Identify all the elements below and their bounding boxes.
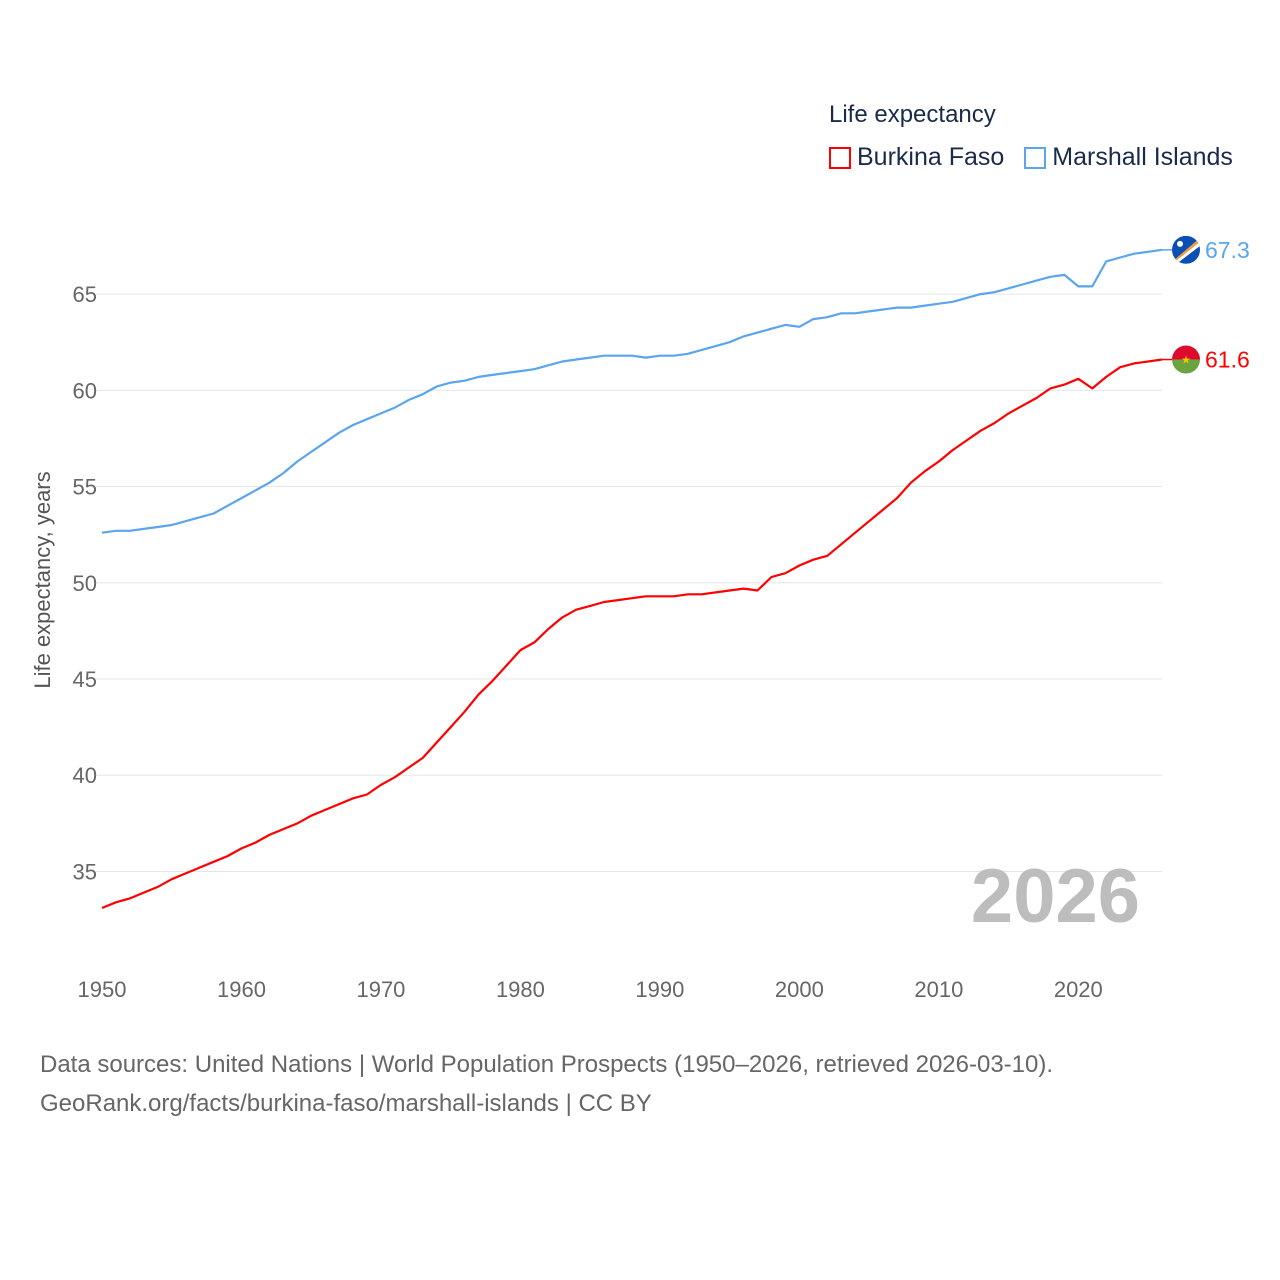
source-line: Data sources: United Nations | World Pop… [40, 1051, 1054, 1078]
flag-star [1177, 240, 1183, 247]
x-tick-label: 2020 [1054, 977, 1103, 1002]
x-tick-label: 1990 [635, 977, 684, 1002]
flag-green [1172, 359, 1200, 374]
y-tick-label: 50 [73, 571, 97, 596]
y-tick-label: 65 [73, 282, 97, 307]
y-tick-label: 35 [73, 859, 97, 884]
y-axis-label: Life expectancy, years [30, 471, 55, 689]
end-value-label: 61.6 [1205, 347, 1250, 373]
flag-white [1172, 241, 1200, 264]
legend-label: Burkina Faso [857, 143, 1005, 171]
y-tick-label: 40 [73, 763, 97, 788]
legend-item-marshall-islands[interactable]: Marshall Islands [1024, 143, 1233, 172]
y-tick-label: 55 [73, 475, 97, 500]
legend-title: Life expectancy [829, 101, 996, 128]
series-line-marshall-islands [101, 248, 1163, 534]
current-year-label: 2026 [970, 854, 1140, 939]
legend-swatch [829, 146, 851, 169]
flag-orange [1172, 237, 1200, 264]
legend-item-burkina-faso[interactable]: Burkina Faso [829, 143, 1004, 172]
gridlines [96, 293, 1162, 872]
y-axis-ticks: 35 40 45 50 55 60 65 [73, 282, 97, 884]
y-tick-label: 45 [73, 667, 97, 692]
series-end-markers: ★ 61.6 67.3 [1162, 235, 1250, 374]
legend-swatch [1024, 146, 1047, 169]
flag-star: ★ [1181, 355, 1191, 367]
y-tick-label: 60 [73, 378, 97, 403]
series-lines [101, 248, 1163, 910]
legend-label: Marshall Islands [1052, 143, 1233, 171]
series-line-burkina-faso [101, 358, 1163, 910]
x-tick-label: 1950 [78, 977, 127, 1002]
data-source: Data sources: United Nations | World Pop… [40, 1045, 1053, 1123]
x-tick-label: 1960 [217, 977, 266, 1002]
flag [1172, 235, 1200, 264]
legend: Burkina Faso Marshall Islands [829, 143, 1233, 172]
source-link[interactable]: GeoRank.org/facts/burkina-faso/marshall-… [40, 1090, 652, 1117]
burkina-faso-flag-icon: ★ [1172, 345, 1200, 374]
flag: ★ [1172, 345, 1200, 374]
x-tick-label: 1980 [496, 977, 545, 1002]
x-tick-label: 2010 [914, 977, 963, 1002]
flag-red [1172, 345, 1200, 360]
x-tick-label: 1970 [356, 977, 405, 1002]
x-tick-label: 2000 [775, 977, 824, 1002]
x-axis-ticks: 1950 1960 1970 1980 1990 2000 2010 2020 [78, 977, 1103, 1002]
marshall-islands-flag-icon [1172, 235, 1200, 264]
end-value-label: 67.3 [1205, 237, 1250, 263]
